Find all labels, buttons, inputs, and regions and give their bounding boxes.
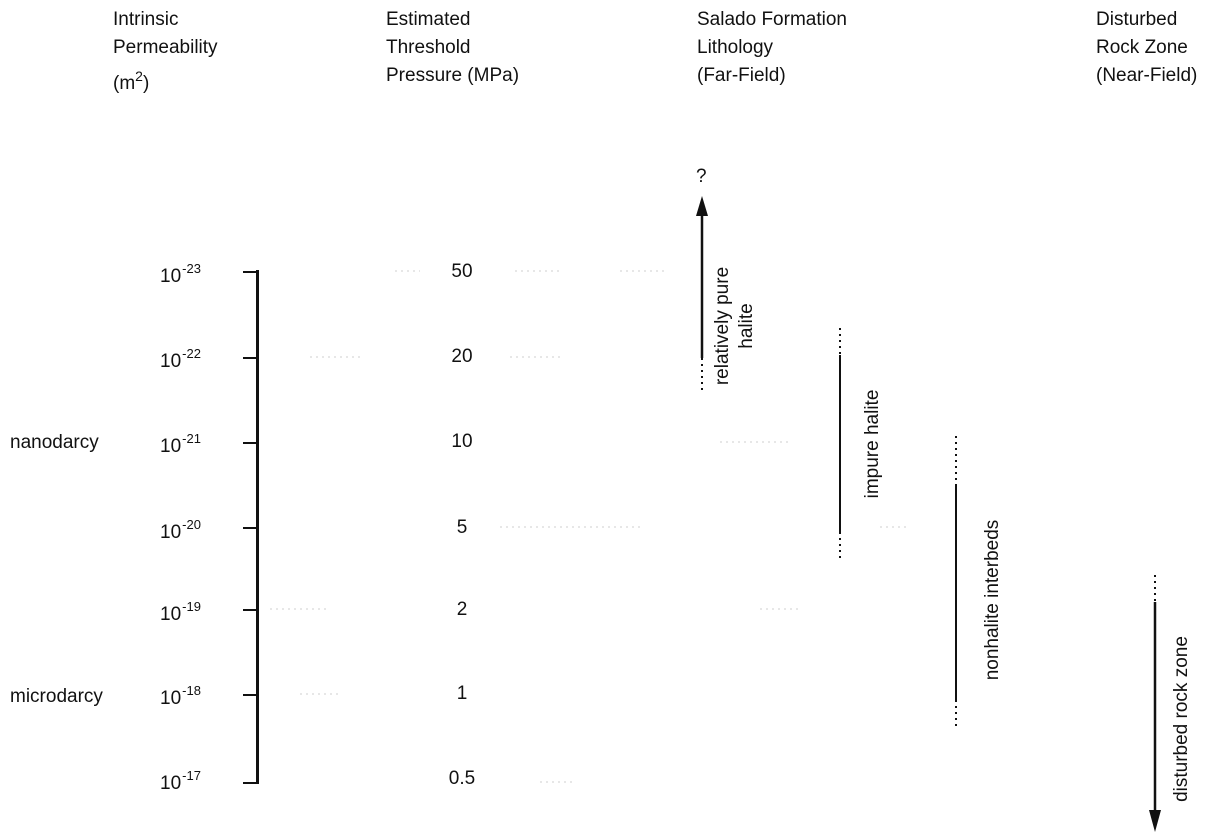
relatively-pure-halite-label: relatively pure halite xyxy=(711,261,763,391)
guide-lines xyxy=(270,270,910,783)
header-line: Salado Formation xyxy=(697,9,847,30)
axis-tick xyxy=(243,694,257,696)
axis-tick xyxy=(243,442,257,444)
perm-label-6: 10-17 xyxy=(160,768,201,794)
pressure-value: 0.5 xyxy=(448,768,476,789)
nonhalite-interbeds-label: nonhalite interbeds xyxy=(982,519,1003,681)
header-line: (m2) xyxy=(113,68,150,94)
pressure-value: 20 xyxy=(451,346,473,367)
perm-label-3: 10-20 xyxy=(160,517,201,543)
perm-label-4: 10-19 xyxy=(160,599,201,625)
arrow-down-icon xyxy=(1149,810,1161,832)
perm-label-1: 10-22 xyxy=(160,346,201,372)
axis-tick xyxy=(243,527,257,529)
microdarcy-label: microdarcy xyxy=(10,686,103,707)
header-line: (Near-Field) xyxy=(1096,65,1198,86)
header-line: Lithology xyxy=(697,37,774,58)
pressure-value: 1 xyxy=(456,683,468,704)
perm-label-0: 10-23 xyxy=(160,261,201,287)
header-line: Estimated xyxy=(386,9,471,30)
header-line: Rock Zone xyxy=(1096,37,1188,58)
pressure-header: Estimated Threshold Pressure (MPa) xyxy=(386,6,519,90)
label-line: halite xyxy=(736,303,757,349)
pressure-value: 10 xyxy=(451,431,473,452)
header-line: Intrinsic xyxy=(113,9,179,30)
lithology-header: Salado Formation Lithology (Far-Field) xyxy=(697,6,847,90)
permeability-axis xyxy=(256,270,259,784)
pressure-value: 50 xyxy=(451,261,473,282)
nanodarcy-label: nanodarcy xyxy=(10,432,99,453)
arrow-up-icon xyxy=(696,196,708,216)
perm-label-5: 10-18 xyxy=(160,683,201,709)
header-line: Threshold xyxy=(386,37,471,58)
pressure-value: 2 xyxy=(456,599,468,620)
header-line: (Far-Field) xyxy=(697,65,786,86)
permeability-header: Intrinsic Permeability (m2) xyxy=(113,6,218,98)
pressure-value: 5 xyxy=(456,517,468,538)
axis-tick xyxy=(243,271,257,273)
axis-tick xyxy=(243,357,257,359)
question-mark: ? xyxy=(696,166,707,187)
header-line: Disturbed xyxy=(1096,9,1178,30)
impure-halite-label: impure halite xyxy=(862,389,883,499)
label-line: relatively pure xyxy=(712,266,733,386)
header-line: Permeability xyxy=(113,37,218,58)
axis-tick xyxy=(243,609,257,611)
header-line: Pressure (MPa) xyxy=(386,65,520,86)
perm-label-2: 10-21 xyxy=(160,431,201,457)
disturbed-rock-zone-label: disturbed rock zone xyxy=(1171,636,1192,802)
axis-tick xyxy=(243,782,257,784)
drz-header: Disturbed Rock Zone (Near-Field) xyxy=(1096,6,1197,90)
